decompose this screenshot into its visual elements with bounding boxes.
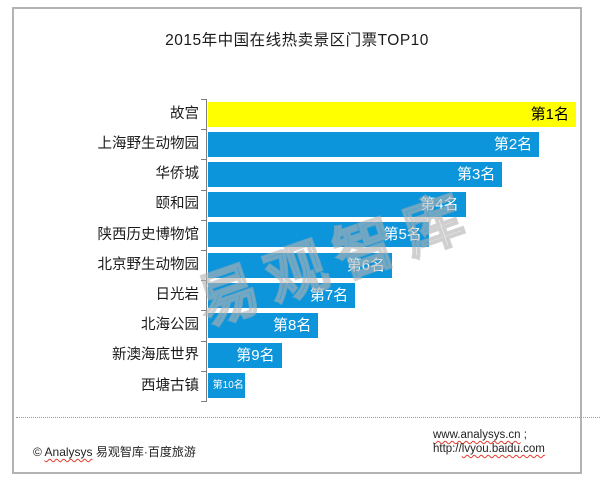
chart-frame: 2015年中国在线热卖景区门票TOP10 故宫 第1名 上海野生动物园 第2名 华侨城第… bbox=[12, 7, 600, 474]
url-protocol: http:// bbox=[433, 443, 462, 455]
bar-row: 陕西历史博物馆 第5名 bbox=[14, 220, 580, 250]
rank-label: 第6名 bbox=[346, 256, 385, 274]
rank-bar: 第6名 bbox=[208, 252, 392, 278]
source-url-line2: http://lvyou.baidu.com bbox=[433, 442, 545, 456]
separator-dotted-line bbox=[16, 417, 600, 418]
rank-label: 第5名 bbox=[383, 226, 422, 244]
category-label: 北京野生动物园 bbox=[97, 256, 200, 273]
category-label: 西塘古镇 bbox=[141, 377, 199, 394]
category-label: 颐和园 bbox=[155, 196, 200, 213]
rank-label: 第10名 bbox=[212, 379, 244, 391]
axis-tick bbox=[201, 250, 207, 251]
axis-tick bbox=[201, 219, 207, 221]
rank-bar: 第7名 bbox=[208, 282, 356, 308]
baidu-travel-url: lvyou.baidu.com bbox=[461, 443, 545, 455]
category-label: 日光岩 bbox=[155, 287, 200, 304]
rank-bar: 第2名 bbox=[208, 131, 540, 157]
bar-row: 颐和园 第4名 bbox=[14, 190, 580, 220]
rank-label: 第7名 bbox=[309, 286, 349, 304]
axis-tick bbox=[201, 310, 207, 312]
axis-tick bbox=[201, 129, 207, 131]
bar-row: 故宫 第1名 bbox=[14, 99, 580, 129]
copyright-note: © Analysys 易观智库·百度旅游 bbox=[33, 443, 196, 460]
copyright-suffix: 易观智库·百度旅游 bbox=[92, 445, 196, 459]
analysys-url: www.analysys.cn bbox=[433, 429, 521, 441]
rank-bar: 第9名 bbox=[208, 343, 282, 369]
source-url-line1: www.analysys.cn ; bbox=[433, 428, 545, 442]
rank-label: 第2名 bbox=[493, 135, 533, 153]
rank-bar: 第8名 bbox=[208, 312, 319, 338]
rank-label: 第3名 bbox=[457, 165, 496, 183]
copyright-prefix: © bbox=[33, 445, 45, 459]
category-label: 故宫 bbox=[170, 105, 199, 122]
axis-tick bbox=[201, 280, 207, 282]
category-label: 陕西历史博物馆 bbox=[97, 226, 200, 243]
axis-tick bbox=[201, 159, 207, 161]
bar-row: 西塘古镇 第10名 bbox=[14, 371, 580, 401]
bar-row: 日光岩 第7名 bbox=[14, 280, 580, 310]
bar-row: 华侨城 第3名 bbox=[14, 159, 580, 189]
rank-label: 第8名 bbox=[273, 316, 312, 334]
plot-area: 故宫 第1名上海野生动物园 第2名华侨城 第3名颐和园 第4名陕西历史博物馆 第5名北京野… bbox=[14, 99, 580, 403]
category-label: 上海野生动物园 bbox=[97, 136, 200, 153]
rank-label: 第9名 bbox=[236, 347, 275, 365]
category-label: 新澳海底世界 bbox=[112, 347, 199, 364]
axis-tick bbox=[201, 370, 207, 372]
source-urls: www.analysys.cn ; http://lvyou.baidu.com bbox=[433, 428, 545, 456]
bar-row: 北海公园 第8名 bbox=[14, 310, 580, 340]
chart-title: 2015年中国在线热卖景区门票TOP10 bbox=[165, 32, 429, 49]
rank-bar: 第3名 bbox=[208, 161, 503, 187]
axis-tick bbox=[201, 99, 207, 100]
category-label: 华侨城 bbox=[155, 166, 200, 183]
rank-bar: 第4名 bbox=[208, 192, 466, 218]
bar-row: 上海野生动物园 第2名 bbox=[14, 129, 580, 159]
copyright-brand: Analysys bbox=[44, 445, 93, 459]
rank-label: 第1名 bbox=[530, 105, 569, 123]
bar-row: 新澳海底世界 第9名 bbox=[14, 341, 580, 371]
axis-tick bbox=[201, 401, 207, 402]
axis-tick bbox=[201, 189, 207, 191]
url-separator: ; bbox=[520, 429, 527, 441]
rank-bar: 第1名 bbox=[208, 101, 576, 127]
bar-row: 北京野生动物园 第6名 bbox=[14, 250, 580, 280]
rank-bar: 第10名 bbox=[208, 373, 245, 399]
rank-bar: 第5名 bbox=[208, 222, 429, 248]
rank-label: 第4名 bbox=[420, 196, 459, 214]
category-label: 北海公园 bbox=[141, 317, 199, 334]
axis-tick bbox=[201, 340, 207, 342]
